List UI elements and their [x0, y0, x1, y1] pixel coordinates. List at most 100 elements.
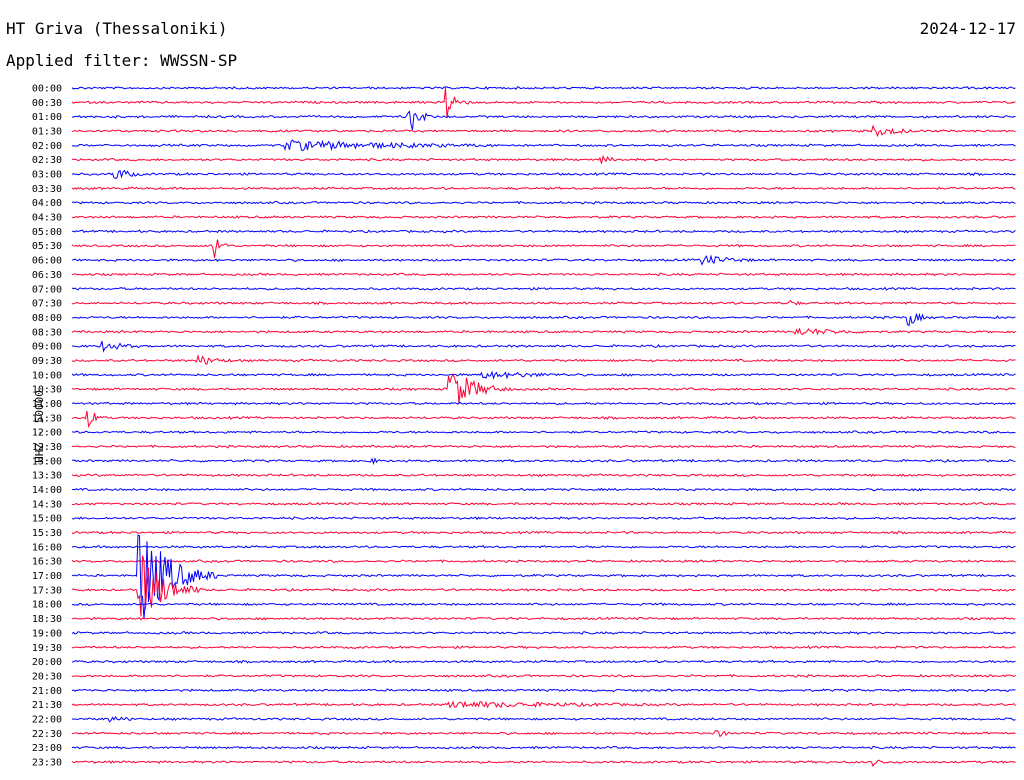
trace-label: 03:00 — [32, 170, 62, 181]
trace-label: 20:30 — [32, 671, 62, 682]
trace-label: 14:30 — [32, 499, 62, 510]
trace-label: 10:30 — [32, 385, 62, 396]
trace-line — [71, 559, 1016, 564]
trace-label: 05:30 — [32, 241, 62, 252]
trace-label: 08:00 — [32, 313, 62, 324]
trace-line — [72, 299, 1016, 306]
station-title: HT Griva (Thessaloniki) — [6, 19, 228, 38]
trace-line — [71, 530, 1016, 535]
trace-line — [71, 487, 1016, 492]
trace-line — [71, 401, 1016, 406]
trace-line — [71, 430, 1016, 435]
trace-line — [71, 373, 1016, 405]
trace-line — [71, 602, 1016, 607]
filter-label: Applied filter: WWSSN-SP — [6, 51, 238, 70]
trace-line — [71, 501, 1016, 506]
trace-label: 04:00 — [32, 198, 62, 209]
trace-label: 07:30 — [32, 299, 62, 310]
trace-line — [71, 154, 1016, 164]
trace-line — [71, 759, 1016, 768]
trace-line — [71, 139, 1016, 152]
trace-line — [71, 186, 1016, 191]
trace-label: 01:30 — [32, 127, 62, 138]
trace-line — [71, 745, 1016, 750]
trace-line — [71, 239, 1016, 258]
trace-line — [71, 688, 1016, 693]
traces — [71, 86, 1016, 768]
trace-line — [71, 631, 1016, 635]
trace-line — [72, 659, 1016, 664]
trace-label: 21:30 — [32, 700, 62, 711]
trace-label: 12:00 — [32, 428, 62, 439]
trace-label: 12:30 — [32, 442, 62, 453]
trace-line — [71, 444, 1016, 449]
trace-label: 23:30 — [32, 757, 62, 768]
trace-line — [71, 254, 1016, 266]
trace-line — [71, 457, 1016, 466]
trace-line — [71, 700, 1016, 709]
trace-line — [71, 354, 1016, 365]
trace-label: 09:00 — [32, 342, 62, 353]
trace-label: 16:00 — [32, 542, 62, 553]
trace-label: 15:00 — [32, 514, 62, 525]
trace-line — [71, 87, 1016, 119]
trace-label: 22:30 — [32, 729, 62, 740]
trace-line — [71, 534, 1016, 619]
trace-line — [71, 544, 1016, 549]
trace-label: 18:00 — [32, 600, 62, 611]
trace-line — [71, 473, 1016, 478]
trace-label: 10:00 — [32, 370, 62, 381]
trace-line — [72, 645, 1016, 650]
trace-label: 02:30 — [32, 155, 62, 166]
trace-label: 08:30 — [32, 327, 62, 338]
trace-label: 16:30 — [32, 557, 62, 568]
trace-label: 18:30 — [32, 614, 62, 625]
trace-label: 17:00 — [32, 571, 62, 582]
trace-label: 15:30 — [32, 528, 62, 539]
trace-line — [71, 200, 1016, 205]
trace-label: 04:30 — [32, 213, 62, 224]
trace-line — [71, 516, 1016, 521]
trace-line — [71, 86, 1016, 91]
trace-line — [71, 169, 1016, 180]
trace-label: 03:30 — [32, 184, 62, 195]
trace-line — [71, 110, 1016, 130]
trace-line — [71, 286, 1016, 291]
trace-label: 20:00 — [32, 657, 62, 668]
trace-label: 13:30 — [32, 471, 62, 482]
trace-label: 21:00 — [32, 686, 62, 697]
trace-line — [71, 370, 1016, 380]
channel-label: HHZ - 50000 — [32, 390, 46, 463]
trace-line — [71, 673, 1016, 678]
trace-label: 11:30 — [32, 413, 62, 424]
trace-line — [71, 716, 1016, 723]
trace-line — [71, 555, 1016, 617]
trace-line — [71, 272, 1016, 277]
trace-label: 00:30 — [32, 98, 62, 109]
trace-label: 01:00 — [32, 112, 62, 123]
trace-line — [71, 124, 1016, 138]
trace-line — [72, 229, 1016, 234]
trace-line — [71, 410, 1016, 428]
trace-label: 19:00 — [32, 628, 62, 639]
trace-label: 06:30 — [32, 270, 62, 281]
trace-label: 19:30 — [32, 643, 62, 654]
trace-line — [71, 730, 1016, 738]
date-label: 2024-12-17 — [919, 19, 1016, 38]
trace-label: 00:00 — [32, 84, 62, 95]
trace-label: 11:00 — [32, 399, 62, 410]
trace-label: 14:00 — [32, 485, 62, 496]
trace-label: 23:00 — [32, 743, 62, 754]
trace-labels: 00:00 00:30 01:00 01:30 02:00 02:30 03:00 03:30… — [32, 84, 62, 769]
trace-line — [71, 215, 1016, 219]
trace-label: 17:30 — [32, 585, 62, 596]
trace-line — [71, 312, 1016, 327]
trace-label: 02:00 — [32, 141, 62, 152]
trace-label: 07:00 — [32, 284, 62, 295]
trace-label: 05:00 — [32, 227, 62, 238]
trace-label: 09:30 — [32, 356, 62, 367]
trace-line — [71, 616, 1016, 621]
trace-line — [71, 340, 1016, 353]
trace-label: 06:00 — [32, 256, 62, 267]
